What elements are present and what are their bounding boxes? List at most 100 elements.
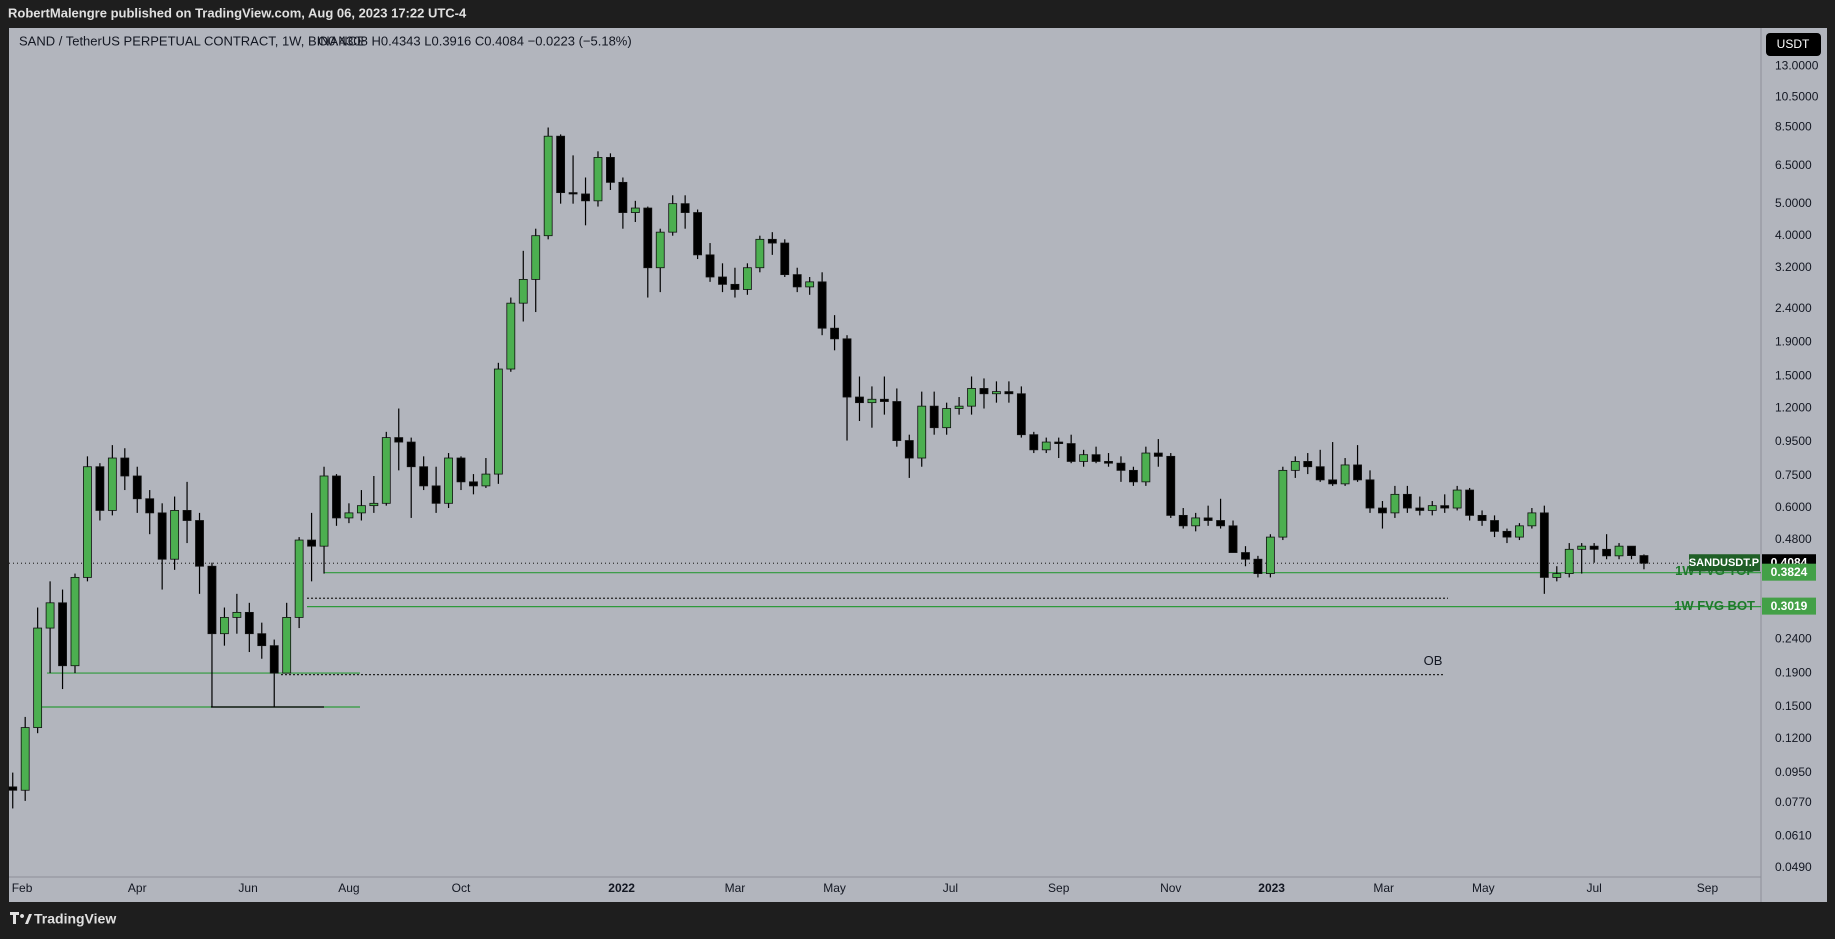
y-tick-label: 13.0000: [1775, 59, 1819, 73]
candle-body: [1228, 525, 1238, 553]
x-tick-label: Sep: [1697, 881, 1719, 895]
candle-body: [294, 539, 304, 618]
currency-button[interactable]: [1766, 33, 1821, 56]
y-tick-label: 8.5000: [1775, 120, 1812, 134]
candle-body: [693, 212, 702, 256]
candle-body: [805, 281, 815, 288]
y-tick-label: 2.4000: [1775, 301, 1812, 315]
candle-body: [132, 475, 142, 500]
candle-body: [1602, 548, 1611, 557]
candle-body: [1515, 525, 1524, 538]
symbol-badge: [1689, 554, 1760, 572]
candle-body: [481, 473, 491, 487]
x-tick-label: Jul: [1586, 881, 1601, 895]
price-badge-label: 0.3019: [1771, 599, 1808, 613]
candle-body: [855, 396, 864, 404]
x-tick-label: Oct: [452, 881, 471, 895]
candle-body: [1178, 514, 1188, 527]
candle-body: [319, 475, 329, 547]
y-tick-label: 0.1200: [1775, 731, 1812, 745]
candle-body: [668, 203, 678, 233]
candle-body: [743, 267, 752, 290]
candle-body: [33, 627, 43, 728]
candle-body: [992, 391, 1001, 395]
candle-body: [1278, 469, 1288, 538]
candle-body: [1340, 464, 1350, 485]
x-tick-label: Feb: [12, 881, 33, 895]
candle-body: [867, 398, 877, 404]
candle-body: [1639, 555, 1649, 564]
y-tick-label: 0.0770: [1775, 795, 1812, 809]
price-badge: [1762, 563, 1816, 581]
candle-body: [1203, 517, 1213, 521]
candle-body: [381, 437, 391, 504]
candle-body: [1427, 505, 1437, 511]
candle-body: [1016, 393, 1026, 436]
candle-body: [145, 498, 155, 514]
x-tick-label: 2023: [1258, 881, 1285, 895]
candle-body: [1577, 545, 1587, 550]
candle-body: [282, 617, 292, 674]
candle-body: [593, 157, 603, 202]
candle-body: [506, 302, 516, 370]
y-tick-label: 0.6000: [1775, 500, 1812, 514]
candle-body: [1290, 461, 1300, 471]
price-badge-label: 0.3824: [1771, 565, 1808, 579]
x-tick-label: Apr: [128, 881, 147, 895]
candle-body: [1477, 514, 1487, 521]
candle-body: [207, 565, 217, 635]
candle-body: [942, 408, 952, 429]
currency-label[interactable]: USDT: [1777, 37, 1810, 51]
candle-body: [718, 276, 727, 285]
candle-body: [469, 481, 478, 487]
candle-body: [1191, 517, 1201, 527]
candle-body: [1241, 552, 1250, 560]
candle-body: [220, 617, 229, 635]
candle-body: [269, 645, 279, 674]
candle-body: [767, 238, 777, 244]
candle-body: [332, 475, 341, 519]
candle-body: [257, 633, 267, 647]
candle-body: [879, 398, 889, 402]
y-tick-label: 1.5000: [1775, 369, 1812, 383]
candle-body: [1041, 441, 1051, 451]
candle-body: [842, 338, 852, 398]
candle-body: [1116, 462, 1126, 471]
candle-body: [419, 466, 429, 487]
x-tick-label: Mar: [1373, 881, 1394, 895]
candle-body: [1614, 545, 1624, 557]
candle-body: [1104, 461, 1113, 464]
candle-body: [904, 440, 914, 459]
candle-body: [83, 466, 92, 578]
candle-body: [830, 327, 839, 340]
candle-body: [655, 231, 665, 269]
candle-body: [618, 181, 628, 213]
logo-mark: [10, 912, 32, 924]
y-tick-label: 0.1500: [1775, 699, 1812, 713]
chart-title: SAND / TetherUS PERPETUAL CONTRACT, 1W, …: [19, 33, 366, 48]
candle-body: [456, 457, 466, 483]
candle-body: [8, 786, 18, 791]
y-tick-label: 5.0000: [1775, 196, 1812, 210]
candle-body: [1490, 520, 1499, 532]
y-tick-label: 0.0490: [1775, 860, 1812, 874]
candle-body: [232, 611, 242, 618]
candle-body: [1129, 469, 1138, 483]
candle-body: [531, 235, 541, 280]
x-tick-label: Sep: [1048, 881, 1070, 895]
candle-body: [967, 388, 976, 407]
candle-body: [444, 457, 453, 504]
candle-body: [1365, 479, 1375, 509]
candle-body: [792, 274, 802, 288]
candle-body: [1527, 512, 1537, 527]
candle-body: [705, 254, 715, 278]
candle-body: [1390, 493, 1400, 514]
candle-body: [556, 135, 566, 194]
candle-body: [1054, 441, 1064, 444]
x-tick-label: Jun: [238, 881, 257, 895]
candle-body: [1166, 455, 1176, 516]
candle-body: [929, 405, 939, 429]
candle-body: [120, 457, 130, 477]
candle-body: [581, 193, 590, 202]
candle-body: [543, 135, 553, 237]
